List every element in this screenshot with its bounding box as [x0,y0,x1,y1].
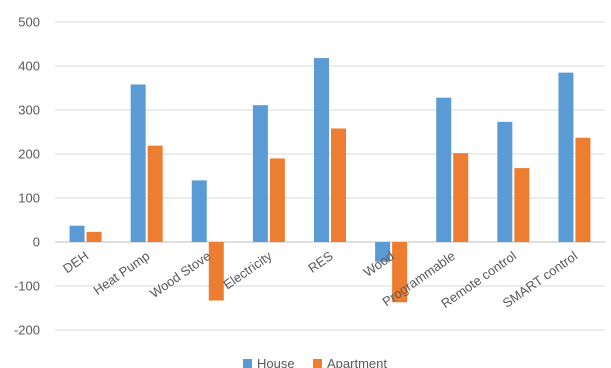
bar-apartment [331,128,346,242]
bar-apartment [392,242,408,303]
y-tick-label: 0 [33,235,40,250]
bar-apartment [208,242,224,301]
legend: House Apartment [243,356,387,368]
x-category-label: Wood Stove [147,248,213,301]
y-axis-tick-labels: -200 -100 0 100 200 300 400 500 [14,15,40,338]
bar-house [436,97,452,243]
bar-house [375,242,391,262]
bar-house [191,180,207,242]
gridlines [55,21,605,331]
x-category-label: DEH [60,248,91,276]
legend-label-apartment: Apartment [327,356,387,368]
bar-house [314,58,329,242]
bar-apartment [86,231,102,242]
y-tick-label: 300 [18,103,40,118]
y-tick-label: 400 [18,59,40,74]
bar-house [252,105,268,242]
bar-house [69,225,85,242]
bar-apartment [575,137,591,242]
y-tick-label: -200 [14,323,40,338]
bar-house [497,121,513,242]
legend-label-house: House [257,356,295,368]
y-tick-label: 100 [18,191,40,206]
bar-house [558,72,574,242]
x-category-label: Heat Pump [91,248,153,298]
bar-apartment [147,145,163,242]
bars [69,58,591,303]
bar-apartment [453,153,469,242]
bar-house [130,84,146,242]
x-category-label: RES [305,248,336,276]
bar-apartment [269,158,285,242]
y-tick-label: -100 [14,279,40,294]
legend-swatch-house [243,359,252,368]
legend-swatch-apartment [313,359,322,368]
y-tick-label: 500 [18,15,40,30]
bar-apartment [514,168,530,242]
y-tick-label: 200 [18,147,40,162]
